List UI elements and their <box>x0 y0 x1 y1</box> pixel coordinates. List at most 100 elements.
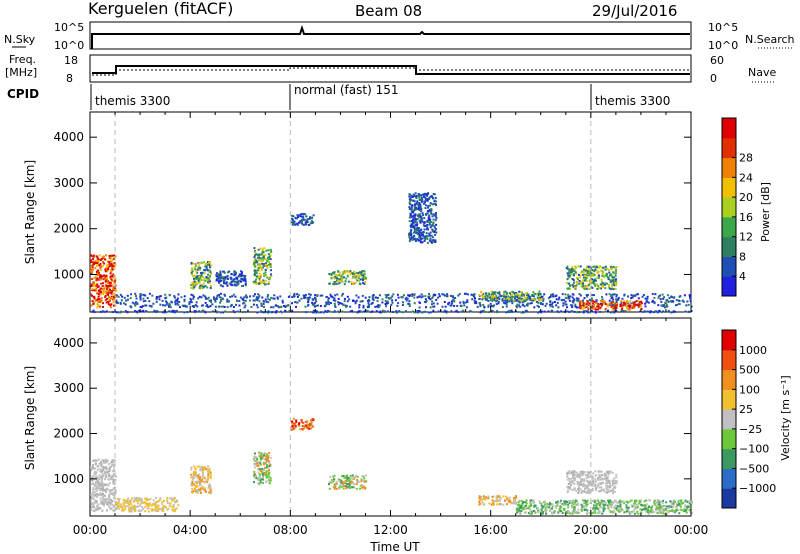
echo-cell <box>625 504 628 507</box>
echo-cell <box>371 310 374 313</box>
echo-cell <box>499 295 502 298</box>
echo-cell <box>270 269 272 272</box>
echo-cell <box>517 501 520 504</box>
nave-tick-bottom: 0 <box>710 72 717 85</box>
echo-cell <box>260 453 263 456</box>
echo-cell <box>608 509 611 512</box>
echo-cell <box>594 282 597 285</box>
echo-cell <box>195 475 198 478</box>
echo-cell <box>303 297 306 299</box>
echo-cell <box>613 283 616 286</box>
echo-cell <box>414 192 417 195</box>
echo-cell <box>615 295 618 298</box>
echo-cell <box>235 284 238 287</box>
echo-cell <box>93 491 96 493</box>
freq-label-1: Freq. <box>9 53 36 66</box>
echo-cell <box>542 300 545 303</box>
echo-cell <box>292 422 295 425</box>
echo-cell <box>628 306 631 309</box>
echo-cell <box>260 458 262 461</box>
echo-cell <box>266 259 269 262</box>
echo-cell <box>577 492 580 494</box>
echo-cell <box>137 502 139 505</box>
echo-cell <box>333 478 336 481</box>
echo-cell <box>636 293 639 296</box>
echo-cell <box>238 304 241 307</box>
echo-cell <box>198 488 200 491</box>
echo-cell <box>619 503 622 506</box>
echo-cell <box>336 274 339 277</box>
echo-cell <box>630 294 633 297</box>
echo-cell <box>206 481 209 484</box>
echo-cell <box>348 483 351 486</box>
echo-cell <box>99 288 102 291</box>
echo-cell <box>205 265 208 268</box>
echo-cell <box>420 293 423 296</box>
echo-cell <box>662 509 665 512</box>
echo-cell <box>638 500 641 503</box>
echo-cell <box>112 257 115 260</box>
echo-cell <box>423 301 426 303</box>
echo-cell <box>301 221 303 224</box>
echo-cell <box>408 198 411 201</box>
echo-cell <box>142 508 145 510</box>
echo-cell <box>98 264 101 267</box>
echo-cell <box>231 284 234 287</box>
echo-cell <box>544 500 546 503</box>
echo-cell <box>90 496 93 499</box>
echo-cell <box>104 498 107 501</box>
echo-cell <box>192 296 195 298</box>
echo-cell <box>311 418 314 420</box>
echo-cell <box>495 294 498 297</box>
echo-cell <box>450 310 453 313</box>
echo-cell <box>113 282 116 285</box>
echo-cell <box>556 500 559 503</box>
echo-cell <box>242 299 245 302</box>
echo-cell <box>124 303 127 306</box>
echo-cell <box>104 299 107 302</box>
echo-cell <box>310 421 313 424</box>
echo-cell <box>418 196 421 199</box>
echo-cell <box>99 468 102 471</box>
echo-cell <box>296 222 299 225</box>
echo-cell <box>586 490 589 493</box>
echo-cell <box>609 503 612 506</box>
echo-cell <box>602 271 605 274</box>
echo-cell <box>122 504 125 507</box>
echo-cell <box>612 281 615 284</box>
echo-cell <box>611 502 614 505</box>
echo-cell <box>262 264 265 267</box>
echo-cell <box>157 507 160 510</box>
echo-cell <box>626 306 628 309</box>
echo-cell <box>593 294 595 297</box>
echo-cell <box>291 309 294 312</box>
echo-cell <box>530 504 533 507</box>
echo-cell <box>397 296 400 299</box>
echo-cell <box>600 283 603 286</box>
echo-cell <box>608 472 610 475</box>
echo-cell <box>421 295 424 298</box>
echo-cell <box>101 484 104 487</box>
echo-cell <box>630 511 633 513</box>
echo-cell <box>267 473 270 476</box>
echo-cell <box>671 506 674 509</box>
echo-cell <box>261 262 264 265</box>
echo-cell <box>689 510 691 513</box>
echo-cell <box>571 296 574 299</box>
echo-cell <box>102 282 104 285</box>
echo-cell <box>96 286 99 288</box>
echo-cell <box>359 274 361 277</box>
echo-cell <box>210 299 212 302</box>
echo-cell <box>689 300 692 303</box>
echo-cell <box>168 294 171 297</box>
echo-cell <box>597 502 600 505</box>
echo-cell <box>141 506 144 508</box>
echo-cell <box>96 487 99 489</box>
echo-cell <box>258 467 261 470</box>
echo-cell <box>293 292 296 295</box>
echo-cell <box>259 281 262 284</box>
echo-cell <box>328 487 331 490</box>
echo-cell <box>216 272 219 275</box>
echo-cell <box>91 287 94 290</box>
echo-cell <box>615 298 618 301</box>
